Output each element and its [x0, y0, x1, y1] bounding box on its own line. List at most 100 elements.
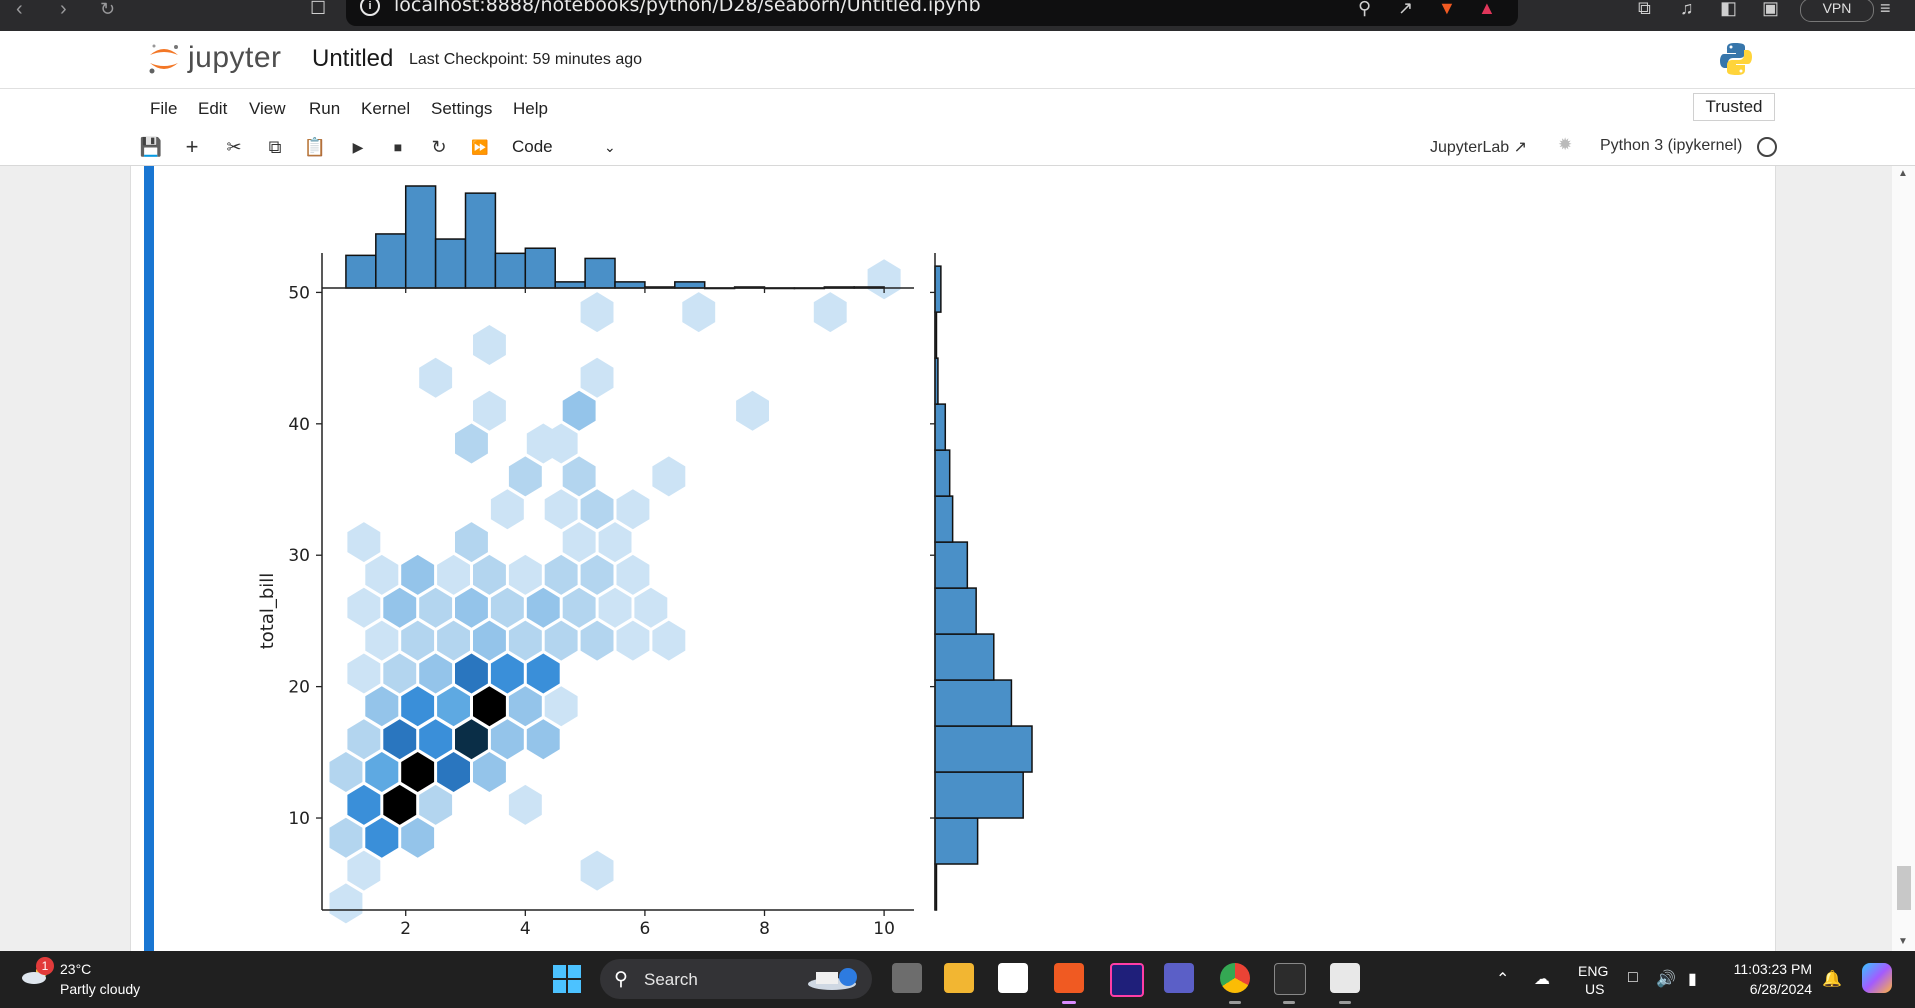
notifications-bell-icon[interactable]: 🔔 — [1822, 971, 1842, 988]
menu-view[interactable]: View — [249, 99, 286, 118]
intellij-icon[interactable] — [1110, 963, 1144, 997]
kernel-status-icon — [1757, 137, 1777, 157]
reload-icon[interactable]: ↻ — [100, 0, 116, 19]
brave-rewards-icon[interactable]: ▲ — [1478, 0, 1496, 18]
marginal-y-histogram — [934, 253, 1033, 911]
menu-kernel[interactable]: Kernel — [361, 99, 411, 118]
cut-icon[interactable]: ✂ — [226, 137, 242, 157]
volume-icon[interactable]: 🔊 — [1656, 971, 1676, 988]
marginal-y-bar — [934, 495, 954, 543]
file-explorer-icon[interactable] — [944, 963, 974, 993]
hexbin-cell — [544, 489, 578, 530]
zoom-icon[interactable]: ⚲ — [1358, 0, 1372, 18]
back-icon[interactable]: ‹ — [16, 0, 23, 20]
hexbin-cell — [419, 784, 453, 825]
wallet-icon[interactable]: ▣ — [1762, 0, 1780, 18]
hexbin-cell — [490, 719, 524, 760]
hexbin-cell — [401, 686, 435, 727]
hexbin-cell — [580, 489, 614, 530]
hexbin-cell — [383, 587, 417, 628]
hexbin-cell — [347, 653, 381, 694]
hexbin-cell — [329, 883, 363, 924]
share-icon[interactable]: ↗ — [1398, 0, 1414, 18]
hexbin-cell — [383, 719, 417, 760]
restart-run-all-icon[interactable]: ⏩ — [471, 139, 489, 155]
browser-toolbar: ‹ › ↻ ☐ i localhost:8888/notebooks/pytho… — [0, 0, 1915, 31]
site-info-icon[interactable]: i — [360, 0, 380, 16]
region-code[interactable]: US — [1585, 981, 1605, 997]
marginal-x-bar — [404, 185, 437, 289]
cell-collapser[interactable] — [144, 166, 154, 951]
scroll-down-icon[interactable]: ▼ — [1898, 936, 1908, 947]
python-logo-icon — [1720, 43, 1752, 75]
windows-start-icon[interactable] — [553, 965, 581, 993]
hexbin-cell — [616, 620, 650, 661]
bookmark-icon[interactable]: ☐ — [310, 0, 327, 18]
sidebar-icon[interactable]: ◧ — [1720, 0, 1738, 18]
onedrive-icon[interactable]: ☁ — [1534, 971, 1550, 988]
add-cell-icon[interactable]: + — [185, 134, 199, 159]
hexbin-cell — [736, 390, 769, 431]
cell-type-select[interactable]: Code ⌄ — [512, 135, 622, 159]
hexbin-cell — [508, 456, 542, 497]
app-running-indicator — [1339, 1001, 1351, 1004]
run-icon[interactable]: ▶ — [352, 139, 364, 155]
jupyterlab-link[interactable]: JupyterLab ↗ — [1430, 137, 1527, 157]
weather-temperature: 23°C — [60, 961, 92, 977]
network-icon[interactable]: □ — [1628, 969, 1638, 986]
jupyter-logo-icon[interactable] — [146, 41, 182, 77]
terminal-icon[interactable] — [1274, 963, 1306, 995]
menu-edit[interactable]: Edit — [198, 99, 228, 118]
chevron-up-icon[interactable]: ⌃ — [1496, 971, 1510, 988]
debugger-icon[interactable]: ✹ — [1558, 135, 1573, 154]
clock-date[interactable]: 6/28/2024 — [1749, 981, 1812, 997]
hexbin-cell — [562, 390, 596, 431]
y-tick-label: 40 — [288, 415, 310, 435]
vpn-button[interactable]: VPN — [1800, 0, 1874, 22]
taskbar-search[interactable]: ⚲ Search — [600, 959, 872, 999]
brave-browser-icon[interactable] — [1054, 963, 1084, 993]
brave-shield-icon[interactable]: ▼ — [1438, 0, 1456, 18]
teams-icon[interactable] — [1164, 963, 1194, 993]
battery-icon[interactable]: ▮ — [1688, 971, 1697, 988]
paste-icon[interactable]: 📋 — [303, 137, 327, 157]
extensions-icon[interactable]: ⧉ — [1638, 0, 1651, 18]
address-bar[interactable]: i localhost:8888/notebooks/python/D28/se… — [346, 0, 1518, 26]
scrollbar[interactable]: ▲ ▼ — [1892, 166, 1915, 951]
copilot-icon[interactable] — [1862, 963, 1892, 993]
media-icon[interactable]: ♫ — [1680, 0, 1694, 18]
chrome-icon[interactable] — [1220, 963, 1250, 993]
scrollbar-thumb[interactable] — [1897, 866, 1911, 910]
copy-icon[interactable]: ⧉ — [268, 137, 282, 157]
menu-help[interactable]: Help — [513, 99, 548, 118]
jupyterlab-label: JupyterLab — [1430, 139, 1510, 156]
marginal-y-bar — [934, 541, 969, 589]
language-code[interactable]: ENG — [1578, 963, 1609, 979]
notebook-title[interactable]: Untitled — [312, 45, 394, 72]
menu-settings[interactable]: Settings — [431, 99, 493, 118]
forward-icon[interactable]: › — [60, 0, 67, 20]
save-icon[interactable]: 💾 — [139, 137, 163, 157]
kernel-name[interactable]: Python 3 (ipykernel) — [1600, 137, 1743, 154]
hexbin-cell — [544, 423, 578, 464]
hexbin-cell — [455, 522, 488, 563]
trusted-indicator[interactable]: Trusted — [1693, 93, 1775, 121]
clock-time[interactable]: 11:03:23 PM — [1733, 961, 1812, 977]
hexbin-cell — [562, 587, 596, 628]
menu-file[interactable]: File — [150, 99, 178, 118]
hexbin-cell — [598, 587, 632, 628]
restart-icon[interactable]: ↻ — [431, 137, 447, 157]
hexbin-cell — [401, 817, 435, 858]
menu-run[interactable]: Run — [309, 99, 341, 118]
scroll-up-icon[interactable]: ▲ — [1898, 168, 1908, 179]
weather-condition: Partly cloudy — [60, 981, 141, 997]
hexbin-cell — [365, 620, 399, 661]
hexbin-cell — [616, 489, 650, 530]
store-icon[interactable] — [998, 963, 1028, 993]
hexbin-cell — [473, 554, 506, 595]
stop-icon[interactable]: ■ — [393, 139, 403, 155]
task-view-icon[interactable] — [892, 963, 922, 993]
cell-type-value: Code — [512, 137, 553, 156]
menu-icon[interactable]: ≡ — [1880, 0, 1891, 18]
app-icon[interactable] — [1330, 963, 1360, 993]
